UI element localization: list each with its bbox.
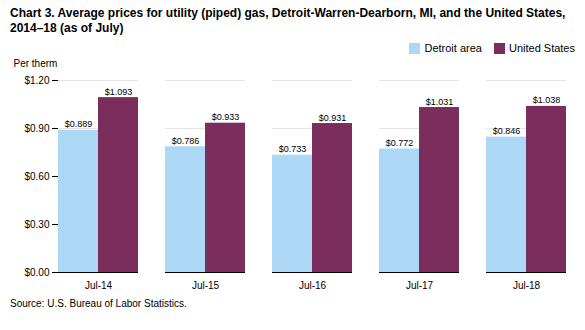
- svg-text:$0.00: $0.00: [24, 267, 49, 278]
- html-text:Detroit area: Detroit area: [424, 42, 482, 54]
- svg-text:Jul-14: Jul-14: [85, 280, 113, 291]
- svg-text:$0.931: $0.931: [319, 113, 347, 123]
- svg-text:$0.30: $0.30: [24, 219, 49, 230]
- svg-text:$0.733: $0.733: [279, 144, 307, 154]
- svg-text:$0.889: $0.889: [65, 119, 93, 129]
- svg-text:Jul-16: Jul-16: [299, 280, 327, 291]
- svg-text:$0.786: $0.786: [172, 136, 200, 146]
- svg-text:$0.772: $0.772: [386, 138, 414, 148]
- svg-text:$0.846: $0.846: [493, 126, 521, 136]
- svg-text:Jul-15: Jul-15: [192, 280, 220, 291]
- html-text:Chart 3. Average prices for ut: Chart 3. Average prices for utility (pip…: [10, 6, 566, 35]
- svg-text:$1.038: $1.038: [533, 95, 561, 105]
- html-text:Source: U.S. Bureau of Labor S: Source: U.S. Bureau of Labor Statistics.: [10, 298, 187, 309]
- svg-text:Jul-18: Jul-18: [513, 280, 541, 291]
- html-text:United States: United States: [509, 42, 575, 54]
- svg-text:$1.20: $1.20: [24, 75, 49, 86]
- svg-text:Jul-17: Jul-17: [406, 280, 434, 291]
- svg-text:$1.093: $1.093: [105, 87, 133, 97]
- svg-text:$0.933: $0.933: [212, 112, 240, 122]
- svg-text:Per therm: Per therm: [14, 58, 58, 69]
- svg-text:$0.90: $0.90: [24, 123, 49, 134]
- svg-text:$1.031: $1.031: [426, 97, 454, 107]
- svg-text:$0.60: $0.60: [24, 171, 49, 182]
